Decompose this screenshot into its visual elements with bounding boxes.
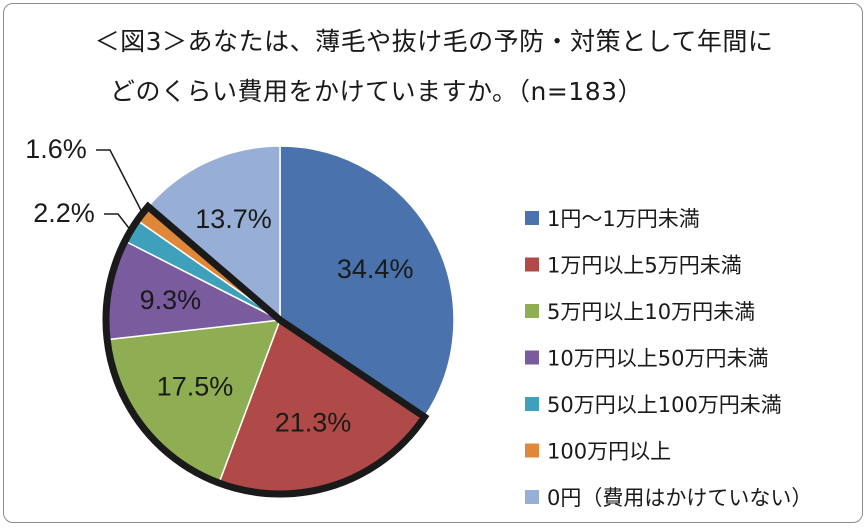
legend-label-1: 1万円以上5万円未満 <box>547 254 742 278</box>
legend: 1円～1万円未満 1万円以上5万円未満 5万円以上10万円未満 10万円以上50万円未… <box>525 207 812 510</box>
legend-label-5: 100万円以上 <box>547 440 671 464</box>
legend-swatch-1 <box>525 257 539 272</box>
legend-label-6: 0円（費用はかけていない） <box>547 486 812 510</box>
legend-label-0: 1円～1万円未満 <box>547 207 700 231</box>
legend-swatch-5 <box>525 443 539 458</box>
leader-line-5 <box>96 149 144 214</box>
legend-label-3: 10万円以上50万円未満 <box>547 347 768 371</box>
pie-slice-0 <box>279 145 455 418</box>
data-labels: 34.4% 21.3% 17.5% 9.3% 2.2% 1.6% 13.7% <box>25 134 413 438</box>
data-label-3: 9.3% <box>140 285 202 315</box>
data-label-2: 17.5% <box>157 371 234 401</box>
leader-lines <box>96 149 144 231</box>
data-label-6: 13.7% <box>195 204 272 234</box>
legend-label-2: 5万円以上10万円未満 <box>547 300 755 324</box>
chart-title-line-1: ＜図3＞あなたは、薄毛や抜け毛の予防・対策として年間に <box>94 27 774 56</box>
legend-swatch-6 <box>525 490 539 504</box>
leader-line-4 <box>104 213 132 231</box>
legend-swatch-3 <box>525 350 539 365</box>
data-label-1: 21.3% <box>275 408 352 438</box>
legend-label-4: 50万円以上100万円未満 <box>547 393 782 417</box>
data-label-0: 34.4% <box>337 254 414 284</box>
data-label-4: 2.2% <box>33 198 95 228</box>
highlight-outline <box>102 201 430 498</box>
data-label-5: 1.6% <box>25 134 87 164</box>
pie-slice-6 <box>146 145 281 322</box>
legend-swatch-2 <box>525 304 539 318</box>
legend-swatch-0 <box>525 211 539 225</box>
legend-swatch-4 <box>525 397 539 411</box>
chart-title-line-2: どのくらい費用をかけていますか。（n=183） <box>110 77 644 106</box>
